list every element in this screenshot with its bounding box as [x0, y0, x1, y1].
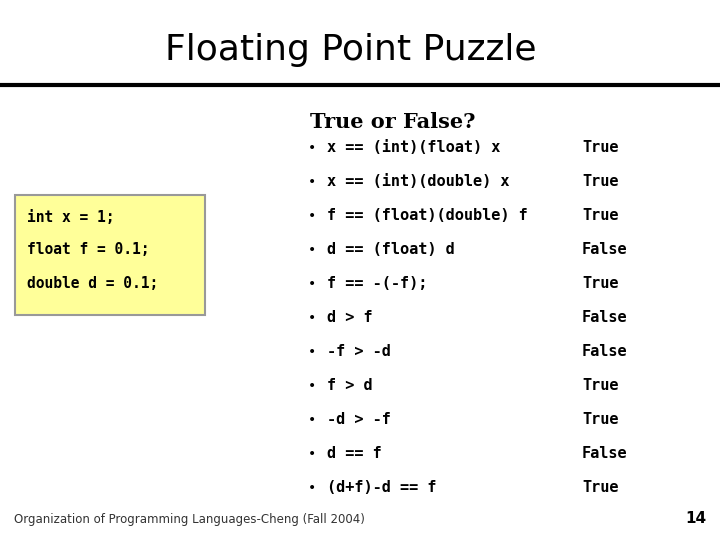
Text: Organization of Programming Languages-Cheng (Fall 2004): Organization of Programming Languages-Ch…: [14, 513, 365, 526]
Text: •: •: [308, 447, 316, 461]
Text: False: False: [582, 242, 628, 258]
Text: x == (int)(double) x: x == (int)(double) x: [327, 174, 510, 190]
Text: True: True: [582, 174, 618, 190]
Text: int x = 1;: int x = 1;: [27, 210, 114, 225]
Text: •: •: [308, 311, 316, 325]
Text: True or False?: True or False?: [310, 112, 475, 132]
Text: -f > -d: -f > -d: [327, 345, 391, 360]
Text: True: True: [582, 413, 618, 428]
Text: •: •: [308, 413, 316, 427]
Text: •: •: [308, 345, 316, 359]
Text: float f = 0.1;: float f = 0.1;: [27, 242, 150, 258]
Text: False: False: [582, 447, 628, 462]
Text: 14: 14: [685, 511, 706, 526]
Text: True: True: [582, 379, 618, 394]
Text: •: •: [308, 141, 316, 155]
Text: •: •: [308, 481, 316, 495]
Text: f == (float)(double) f: f == (float)(double) f: [327, 208, 528, 224]
Text: d == (float) d: d == (float) d: [327, 242, 455, 258]
Text: •: •: [308, 277, 316, 291]
Text: double d = 0.1;: double d = 0.1;: [27, 275, 158, 291]
Text: (d+f)-d == f: (d+f)-d == f: [327, 481, 436, 496]
Text: •: •: [308, 379, 316, 393]
Text: True: True: [582, 276, 618, 292]
Text: •: •: [308, 175, 316, 189]
Text: •: •: [308, 243, 316, 257]
Text: False: False: [582, 310, 628, 326]
Text: -d > -f: -d > -f: [327, 413, 391, 428]
Text: True: True: [582, 481, 618, 496]
Text: Floating Point Puzzle: Floating Point Puzzle: [165, 33, 536, 67]
Text: True: True: [582, 208, 618, 224]
Text: False: False: [582, 345, 628, 360]
Text: d > f: d > f: [327, 310, 373, 326]
Text: f > d: f > d: [327, 379, 373, 394]
Text: d == f: d == f: [327, 447, 382, 462]
FancyBboxPatch shape: [15, 195, 205, 315]
Text: •: •: [308, 209, 316, 223]
Text: True: True: [582, 140, 618, 156]
Text: x == (int)(float) x: x == (int)(float) x: [327, 140, 500, 156]
Text: f == -(-f);: f == -(-f);: [327, 276, 428, 292]
